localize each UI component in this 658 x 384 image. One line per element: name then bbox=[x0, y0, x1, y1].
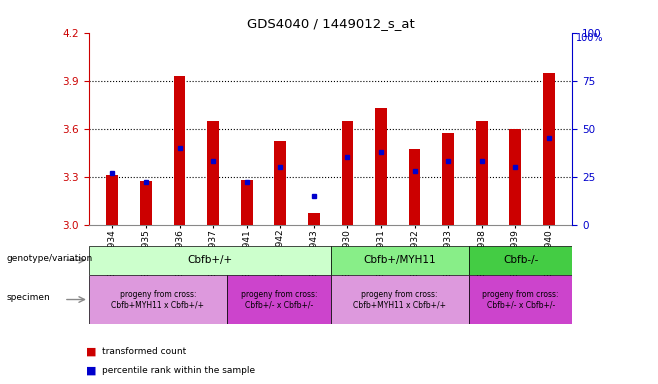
Text: ■: ■ bbox=[86, 346, 96, 356]
Bar bbox=[140, 182, 152, 225]
Bar bbox=[207, 121, 219, 225]
Text: progeny from cross:
Cbfb+/- x Cbfb+/-: progeny from cross: Cbfb+/- x Cbfb+/- bbox=[482, 290, 559, 309]
Bar bbox=[509, 129, 521, 225]
Bar bbox=[375, 108, 387, 225]
Bar bbox=[409, 149, 420, 225]
Bar bbox=[468, 246, 572, 275]
Text: ■: ■ bbox=[86, 366, 96, 376]
Bar bbox=[543, 73, 555, 225]
Bar bbox=[330, 275, 468, 324]
Bar bbox=[476, 121, 488, 225]
Bar bbox=[308, 214, 320, 225]
Bar bbox=[274, 141, 286, 225]
Text: Cbfb+/MYH11: Cbfb+/MYH11 bbox=[363, 255, 436, 265]
Bar bbox=[330, 246, 468, 275]
Bar bbox=[241, 180, 253, 225]
Text: percentile rank within the sample: percentile rank within the sample bbox=[102, 366, 255, 375]
Title: GDS4040 / 1449012_s_at: GDS4040 / 1449012_s_at bbox=[247, 17, 415, 30]
Text: Cbfb-/-: Cbfb-/- bbox=[503, 255, 538, 265]
Text: progeny from cross:
Cbfb+/- x Cbfb+/-: progeny from cross: Cbfb+/- x Cbfb+/- bbox=[241, 290, 317, 309]
Bar bbox=[107, 175, 118, 225]
Text: Cbfb+/+: Cbfb+/+ bbox=[187, 255, 232, 265]
Bar bbox=[442, 134, 454, 225]
Text: 100%: 100% bbox=[576, 33, 603, 43]
Bar bbox=[89, 246, 330, 275]
Bar bbox=[89, 275, 227, 324]
Text: genotype/variation: genotype/variation bbox=[7, 254, 93, 263]
Text: transformed count: transformed count bbox=[102, 347, 186, 356]
Bar bbox=[342, 121, 353, 225]
Bar bbox=[468, 275, 572, 324]
Text: progeny from cross:
Cbfb+MYH11 x Cbfb+/+: progeny from cross: Cbfb+MYH11 x Cbfb+/+ bbox=[353, 290, 446, 309]
Bar bbox=[174, 76, 186, 225]
Bar bbox=[227, 275, 330, 324]
Text: progeny from cross:
Cbfb+MYH11 x Cbfb+/+: progeny from cross: Cbfb+MYH11 x Cbfb+/+ bbox=[111, 290, 205, 309]
Text: specimen: specimen bbox=[7, 293, 50, 302]
